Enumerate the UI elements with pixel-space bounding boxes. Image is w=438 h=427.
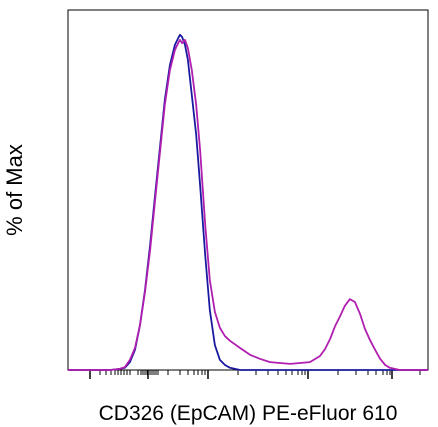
x-axis-label: CD326 (EpCAM) PE-eFluor 610 [99,402,398,425]
histogram-line [68,39,428,371]
histogram-line [68,33,428,371]
y-axis-label: % of Max [2,144,27,236]
plot-frame [67,9,429,371]
